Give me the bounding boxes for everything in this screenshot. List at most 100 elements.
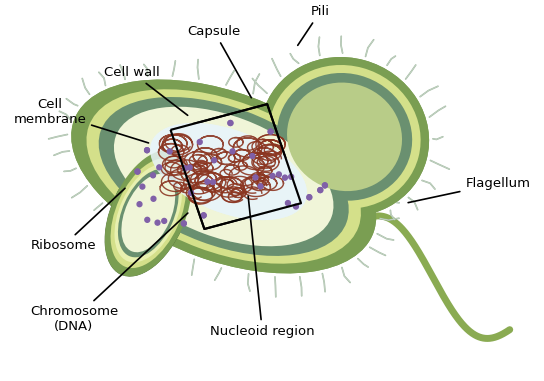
Text: Capsule: Capsule bbox=[188, 25, 251, 98]
Circle shape bbox=[289, 174, 294, 179]
Ellipse shape bbox=[118, 169, 178, 257]
Circle shape bbox=[212, 158, 217, 163]
Circle shape bbox=[270, 173, 275, 178]
Circle shape bbox=[135, 169, 140, 174]
Circle shape bbox=[135, 169, 140, 174]
Circle shape bbox=[197, 139, 202, 144]
Circle shape bbox=[145, 148, 150, 153]
Ellipse shape bbox=[110, 158, 186, 268]
Ellipse shape bbox=[105, 150, 191, 276]
Circle shape bbox=[268, 129, 273, 134]
Circle shape bbox=[137, 202, 142, 207]
Circle shape bbox=[187, 165, 192, 170]
Circle shape bbox=[205, 179, 210, 184]
Circle shape bbox=[211, 179, 215, 184]
Circle shape bbox=[197, 139, 202, 144]
Text: Flagellum: Flagellum bbox=[408, 177, 530, 203]
Circle shape bbox=[157, 165, 162, 170]
Ellipse shape bbox=[110, 158, 186, 268]
Circle shape bbox=[230, 149, 235, 154]
Circle shape bbox=[250, 154, 255, 158]
Ellipse shape bbox=[121, 174, 175, 252]
Circle shape bbox=[250, 154, 255, 158]
Text: Pili: Pili bbox=[298, 5, 330, 45]
Text: Chromosome
(DNA): Chromosome (DNA) bbox=[30, 213, 188, 333]
Circle shape bbox=[323, 183, 327, 188]
Ellipse shape bbox=[114, 107, 333, 246]
Circle shape bbox=[205, 179, 210, 184]
Circle shape bbox=[151, 173, 156, 178]
Circle shape bbox=[189, 190, 194, 195]
Circle shape bbox=[228, 120, 233, 125]
Circle shape bbox=[230, 149, 235, 154]
Ellipse shape bbox=[71, 80, 376, 274]
Ellipse shape bbox=[98, 97, 349, 256]
Ellipse shape bbox=[118, 169, 178, 257]
Circle shape bbox=[145, 217, 150, 222]
Text: Cell
membrane: Cell membrane bbox=[13, 98, 149, 143]
Circle shape bbox=[211, 179, 215, 184]
Circle shape bbox=[157, 165, 162, 170]
Circle shape bbox=[151, 196, 156, 201]
Circle shape bbox=[151, 196, 156, 201]
Circle shape bbox=[162, 218, 166, 223]
Text: Cell wall: Cell wall bbox=[104, 66, 188, 115]
Text: Nucleoid region: Nucleoid region bbox=[210, 196, 314, 338]
Circle shape bbox=[201, 213, 206, 218]
Circle shape bbox=[183, 166, 188, 171]
Ellipse shape bbox=[150, 123, 307, 220]
Circle shape bbox=[307, 195, 312, 200]
Ellipse shape bbox=[114, 164, 182, 263]
Circle shape bbox=[151, 173, 156, 178]
Circle shape bbox=[162, 218, 166, 223]
Circle shape bbox=[318, 187, 323, 192]
Circle shape bbox=[270, 173, 275, 178]
Text: Ribosome: Ribosome bbox=[30, 188, 125, 252]
Ellipse shape bbox=[114, 107, 333, 246]
Circle shape bbox=[253, 175, 258, 180]
Circle shape bbox=[167, 149, 172, 154]
Circle shape bbox=[294, 204, 299, 209]
Ellipse shape bbox=[268, 65, 421, 209]
Circle shape bbox=[140, 184, 145, 189]
Circle shape bbox=[137, 202, 142, 207]
Circle shape bbox=[155, 220, 160, 225]
Circle shape bbox=[307, 195, 312, 200]
Circle shape bbox=[282, 175, 287, 180]
Circle shape bbox=[323, 183, 327, 188]
Ellipse shape bbox=[277, 73, 412, 201]
Ellipse shape bbox=[98, 97, 349, 256]
Circle shape bbox=[258, 184, 263, 189]
Ellipse shape bbox=[287, 83, 402, 191]
Circle shape bbox=[294, 204, 299, 209]
Ellipse shape bbox=[260, 57, 429, 217]
Circle shape bbox=[187, 165, 192, 170]
Circle shape bbox=[145, 148, 150, 153]
Circle shape bbox=[189, 190, 194, 195]
Circle shape bbox=[183, 166, 188, 171]
Circle shape bbox=[286, 200, 290, 205]
Ellipse shape bbox=[105, 150, 191, 276]
Ellipse shape bbox=[86, 89, 361, 264]
Ellipse shape bbox=[114, 164, 182, 263]
Ellipse shape bbox=[86, 89, 361, 264]
Circle shape bbox=[167, 149, 172, 154]
Circle shape bbox=[268, 129, 273, 134]
Circle shape bbox=[201, 213, 206, 218]
Ellipse shape bbox=[275, 71, 414, 202]
Ellipse shape bbox=[268, 65, 421, 209]
Circle shape bbox=[182, 221, 186, 226]
Ellipse shape bbox=[121, 174, 175, 252]
Circle shape bbox=[276, 172, 281, 177]
Circle shape bbox=[286, 200, 290, 205]
Circle shape bbox=[282, 175, 287, 180]
Circle shape bbox=[258, 184, 263, 189]
Circle shape bbox=[253, 175, 258, 180]
Circle shape bbox=[145, 217, 150, 222]
Circle shape bbox=[289, 174, 294, 179]
Circle shape bbox=[276, 172, 281, 177]
Ellipse shape bbox=[260, 57, 429, 217]
Circle shape bbox=[318, 187, 323, 192]
Circle shape bbox=[155, 220, 160, 225]
Circle shape bbox=[182, 221, 186, 226]
